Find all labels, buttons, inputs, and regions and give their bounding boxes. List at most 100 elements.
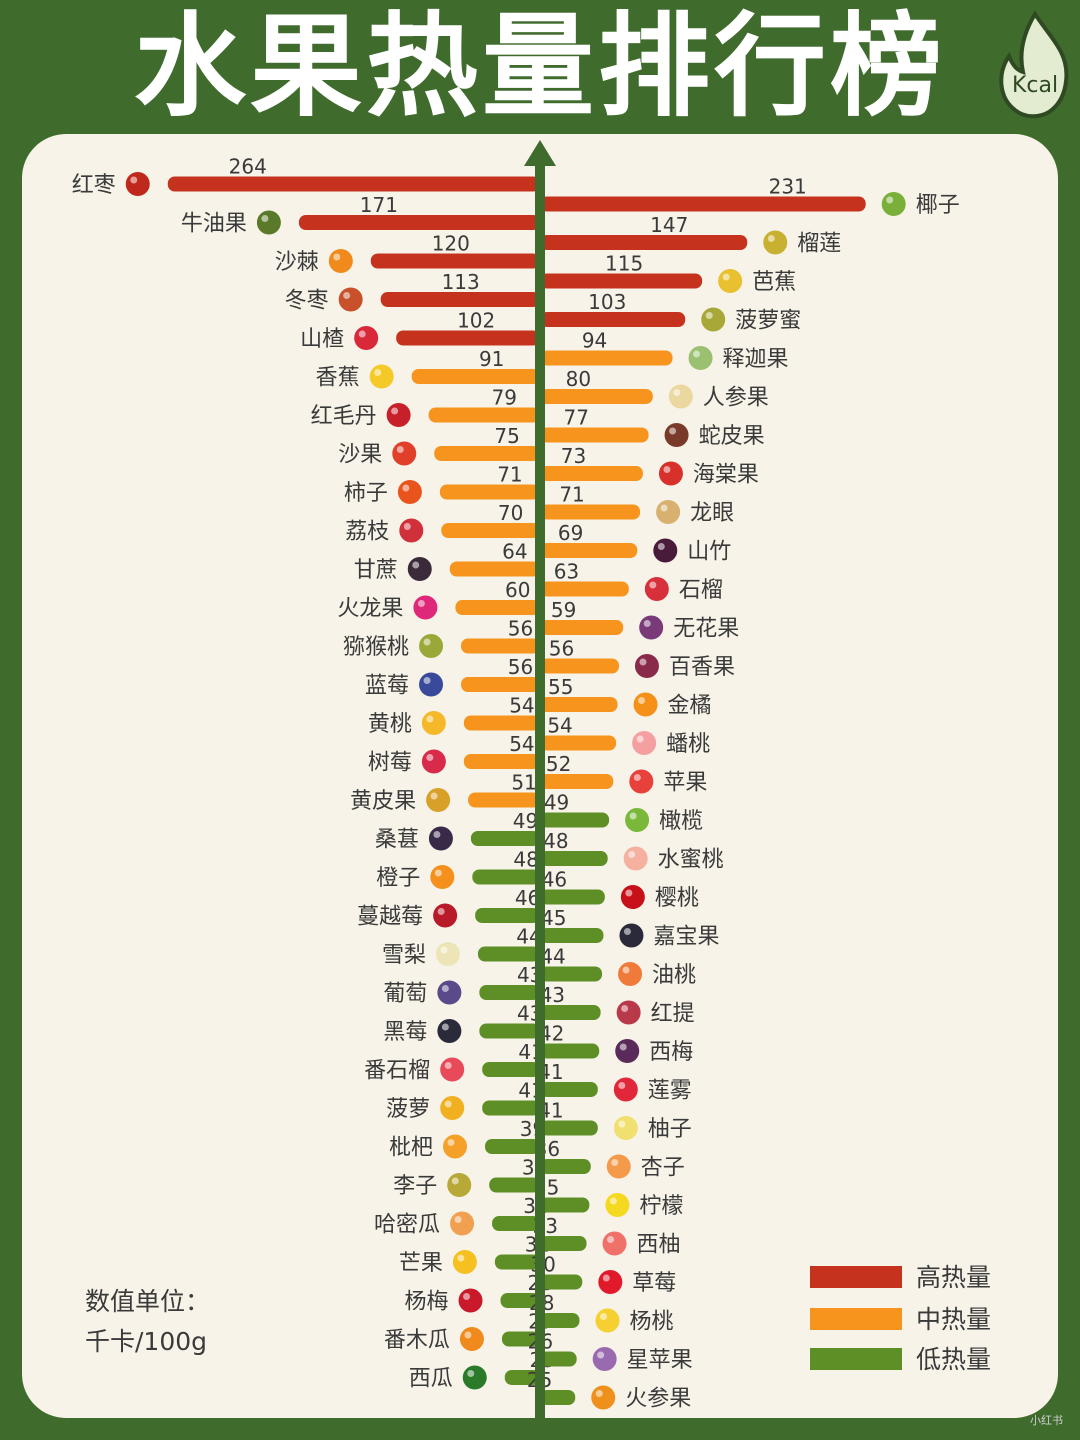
guava-icon-highlight bbox=[444, 1062, 452, 1069]
longan-icon-highlight bbox=[660, 504, 668, 512]
bar-right bbox=[540, 1274, 583, 1290]
fruit-label: 西梅 bbox=[649, 1040, 693, 1065]
fruit-label: 冬枣 bbox=[285, 289, 329, 314]
fruit-label: 橄榄 bbox=[659, 809, 703, 834]
fruit-label: 芭蕉 bbox=[752, 270, 796, 295]
fruit-label: 金橘 bbox=[668, 694, 712, 719]
fruit-label: 油桃 bbox=[652, 963, 696, 988]
cherry-icon-highlight bbox=[625, 889, 633, 897]
bar-left bbox=[441, 523, 540, 538]
grape-icon-highlight bbox=[441, 985, 449, 992]
winter-jujube-icon bbox=[338, 287, 363, 312]
red-grape-icon bbox=[616, 1000, 641, 1025]
fruit-label: 嘉宝果 bbox=[653, 925, 719, 950]
mulberry-icon bbox=[428, 826, 453, 851]
fruit-label: 石榴 bbox=[679, 578, 723, 603]
fruit-label: 海棠果 bbox=[693, 463, 759, 488]
flat-peach-icon bbox=[632, 731, 657, 755]
kumquat-icon-highlight bbox=[638, 697, 646, 704]
bar-left bbox=[477, 946, 540, 962]
fruit-label: 苹果 bbox=[663, 771, 707, 796]
value-label: 70 bbox=[498, 501, 523, 525]
unit-label-line2: 千卡/100g bbox=[85, 1327, 208, 1356]
pear-icon-highlight bbox=[440, 946, 448, 954]
pomelo-icon-highlight bbox=[618, 1120, 626, 1128]
value-label: 80 bbox=[566, 367, 591, 391]
pepino-icon-highlight bbox=[673, 389, 681, 396]
value-label: 79 bbox=[492, 386, 517, 410]
bar-left bbox=[380, 292, 540, 307]
value-label: 113 bbox=[442, 270, 480, 294]
fruit-label: 椰子 bbox=[916, 193, 960, 218]
pineapple-icon-highlight bbox=[444, 1100, 452, 1108]
fruit-label: 草莓 bbox=[632, 1271, 676, 1296]
hami-melon-icon bbox=[450, 1211, 475, 1236]
value-label: 120 bbox=[432, 232, 470, 256]
bar-left bbox=[504, 1370, 540, 1385]
fruit-label: 橙子 bbox=[376, 866, 420, 891]
cranberry-icon-highlight bbox=[437, 908, 445, 915]
legend-swatch-medium bbox=[810, 1308, 902, 1330]
legend-label-low: 低热量 bbox=[916, 1345, 992, 1374]
fruit-label: 人参果 bbox=[703, 386, 769, 411]
bar-right bbox=[540, 350, 673, 366]
loquat-icon bbox=[443, 1134, 468, 1159]
bar-left bbox=[500, 1293, 540, 1308]
bar-left bbox=[494, 1254, 540, 1270]
value-label: 71 bbox=[559, 483, 584, 507]
fruit-label: 红提 bbox=[651, 1002, 695, 1027]
bar-right bbox=[540, 658, 619, 674]
pepino-icon bbox=[668, 384, 693, 409]
snake-fruit-icon-highlight bbox=[669, 427, 677, 435]
fruit-label: 黑莓 bbox=[383, 1020, 427, 1045]
strawberry-icon bbox=[598, 1270, 623, 1294]
value-label: 54 bbox=[509, 694, 534, 718]
value-label: 48 bbox=[543, 829, 568, 853]
fruit-label: 菠萝蜜 bbox=[735, 309, 801, 334]
bar-right bbox=[540, 1159, 591, 1174]
fruit-label: 水蜜桃 bbox=[658, 848, 724, 873]
sea-buckthorn-icon-highlight bbox=[333, 253, 341, 261]
bar-right bbox=[540, 774, 614, 789]
bar-right bbox=[540, 1390, 576, 1405]
pomegranate-icon bbox=[644, 577, 669, 601]
fruit-label: 桑葚 bbox=[375, 828, 419, 853]
bar-right bbox=[540, 966, 603, 982]
fruit-label: 甘蔗 bbox=[354, 558, 398, 583]
value-label: 91 bbox=[479, 347, 504, 371]
rambutan-icon-highlight bbox=[391, 407, 399, 415]
sea-buckthorn-icon bbox=[328, 249, 353, 273]
mango-icon-highlight bbox=[457, 1254, 465, 1262]
blackberry-icon-highlight bbox=[441, 1023, 449, 1031]
fruit-label: 杨桃 bbox=[629, 1310, 673, 1335]
fruit-label: 猕猴桃 bbox=[343, 635, 409, 660]
banana-icon-highlight bbox=[374, 369, 382, 376]
crabapple-icon-highlight bbox=[663, 466, 671, 473]
bar-right bbox=[540, 235, 748, 250]
fruit-label: 葡萄 bbox=[383, 982, 427, 1007]
bar-left bbox=[461, 638, 540, 654]
prune-icon bbox=[615, 1039, 640, 1063]
bar-right bbox=[540, 620, 624, 635]
legend-label-high: 高热量 bbox=[916, 1263, 992, 1292]
value-label: 56 bbox=[508, 617, 533, 641]
value-label: 49 bbox=[513, 809, 538, 833]
bar-left bbox=[501, 1331, 540, 1347]
fruit-label: 蟠桃 bbox=[666, 732, 710, 757]
pear-icon bbox=[435, 942, 460, 966]
value-label: 56 bbox=[549, 637, 574, 661]
persimmon-icon-highlight bbox=[402, 484, 410, 492]
bar-right bbox=[540, 1082, 598, 1097]
fruit-label: 山楂 bbox=[300, 327, 344, 352]
bar-right bbox=[540, 812, 610, 828]
bar-left bbox=[482, 1100, 540, 1116]
star-fruit-icon-highlight bbox=[599, 1313, 607, 1320]
fruit-label: 百香果 bbox=[669, 655, 735, 680]
bar-left bbox=[439, 484, 540, 500]
fruit-label: 星苹果 bbox=[627, 1348, 693, 1373]
bar-right bbox=[540, 1351, 577, 1367]
lemon-icon-highlight bbox=[609, 1197, 617, 1205]
winter-jujube-icon-highlight bbox=[343, 292, 351, 299]
value-label: 264 bbox=[229, 155, 267, 179]
dragon-fruit-icon bbox=[413, 595, 438, 620]
